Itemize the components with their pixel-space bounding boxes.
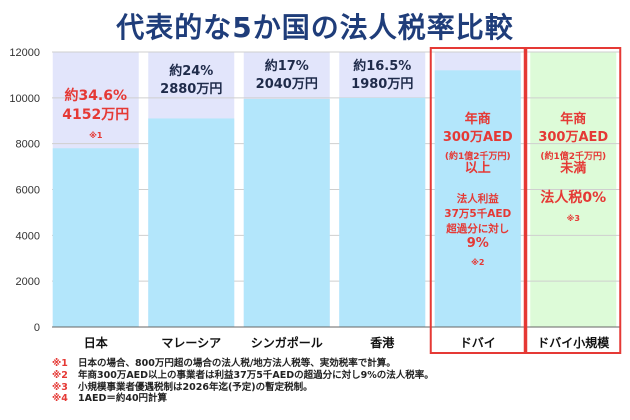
y-tick-label: 4000: [16, 230, 40, 242]
bar: [52, 148, 139, 327]
y-tick-label: 2000: [16, 276, 40, 288]
footnote-mark: ※1: [52, 358, 68, 369]
annotation-label: 2040万円: [256, 77, 318, 92]
y-tick-label: 10000: [9, 93, 40, 105]
annotation-label: 300万AED: [538, 130, 608, 145]
footnote: ※4 1AED＝約40円計算: [52, 393, 434, 405]
annotation-label: 1980万円: [351, 77, 413, 92]
bar: [339, 97, 426, 327]
annotation-label: 約24%: [169, 63, 213, 79]
annotation-label: 法人税0%: [540, 189, 606, 206]
footnote-mark: ※2: [52, 369, 68, 381]
chart-title: 代表的な5か国の法人税率比較: [116, 11, 514, 44]
x-tick-label: ドバイ: [460, 336, 496, 350]
y-tick-label: 12000: [9, 47, 40, 59]
bar: [434, 70, 521, 327]
y-tick-label: 0: [34, 322, 40, 334]
highlight-box: [429, 47, 526, 354]
footnote-mark: ※4: [52, 393, 68, 405]
x-tick-label: ドバイ小規模: [537, 335, 610, 350]
footnote-text: 日本の場合、800万円超の場合の法人税/地方法人税等、実効税率で計算。: [78, 358, 396, 369]
footnote-text: 年商300万AED以上の事業者は利益37万5千AEDの超過分に対し9%の法人税率…: [78, 369, 434, 381]
footnote-text: 1AED＝約40円計算: [78, 393, 168, 405]
bar: [243, 98, 330, 328]
annotation-label: 以上: [465, 161, 491, 176]
bar: [148, 118, 235, 327]
annotation-label: 法人利益: [457, 192, 499, 205]
annotation-label: ※1: [89, 130, 103, 140]
annotation-label: (約1億2千万円): [445, 150, 511, 162]
annotation-label: 約17%: [265, 58, 309, 74]
footnotes: ※1 日本の場合、800万円超の場合の法人税/地方法人税等、実効税率で計算。 ※2 年…: [52, 358, 434, 405]
annotation-label: 約34.6%: [64, 87, 127, 104]
annotation-label: 37万5千AED: [444, 207, 511, 220]
bar-chart: 0 2000 4000 6000 8000 10000 12000 日本 マレーシア シンガポール…: [9, 47, 622, 354]
highlight-box: [525, 47, 622, 354]
footnote-mark: ※3: [52, 381, 68, 393]
y-tick-label: 6000: [16, 185, 40, 197]
annotation-label: 年商: [560, 111, 586, 127]
annotation-label: 300万AED: [443, 130, 513, 145]
annotation-label: 9%: [467, 236, 489, 251]
footnote: ※3 小規模事業者優遇税制は2026年迄(予定)の暫定税制。: [52, 382, 434, 394]
x-tick-label: 日本: [84, 335, 108, 350]
annotation-label: ※3: [567, 213, 580, 223]
annotation-label: 2880万円: [160, 82, 222, 97]
annotation-label: 超過分に対し: [445, 222, 509, 235]
annotation-label: ※2: [471, 257, 484, 267]
x-tick-label: 香港: [369, 335, 395, 350]
footnote: ※2 年商300万AED以上の事業者は利益37万5千AEDの超過分に対し9%の法人…: [52, 370, 434, 382]
footnote-text: 小規模事業者優遇税制は2026年迄(予定)の暫定税制。: [78, 381, 313, 393]
annotation-label: 年商: [465, 111, 491, 127]
annotation-label: 4152万円: [62, 107, 129, 123]
x-tick-label: マレーシア: [161, 336, 221, 350]
footnote: ※1 日本の場合、800万円超の場合の法人税/地方法人税等、実効税率で計算。: [52, 358, 434, 370]
annotation-label: (約1億2千万円): [540, 150, 606, 162]
y-tick-label: 8000: [16, 139, 40, 151]
annotation-label: 約16.5%: [353, 58, 411, 74]
x-tick-label: シンガポール: [251, 335, 323, 350]
annotation-label: 未満: [559, 160, 586, 176]
